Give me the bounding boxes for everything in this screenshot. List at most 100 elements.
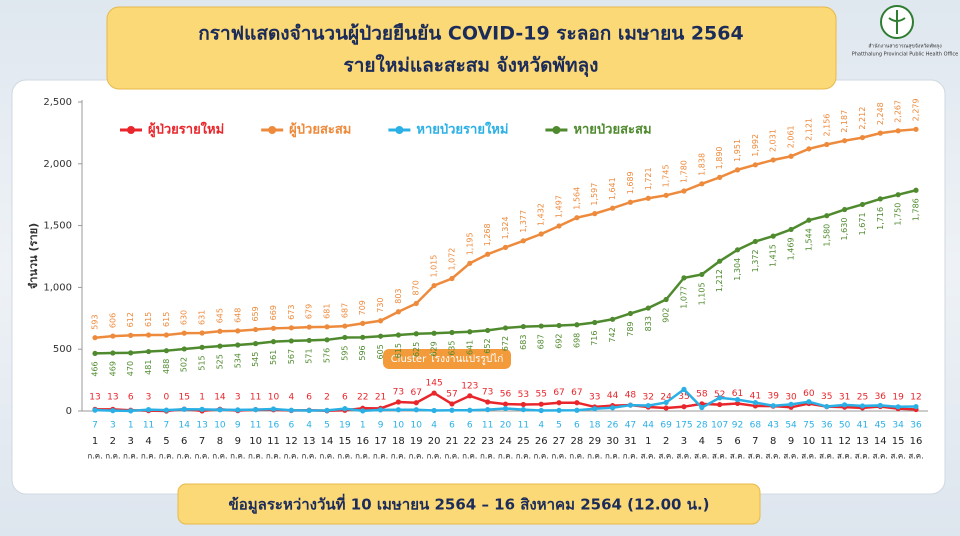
data-point [92, 350, 98, 357]
data-point [609, 205, 616, 211]
data-point [431, 330, 437, 336]
data-label: 669 [269, 305, 278, 320]
data-point [681, 275, 687, 281]
data-point [717, 258, 723, 264]
x-tick-label: 4 [145, 436, 151, 447]
data-point [842, 402, 848, 408]
data-label: 0 [164, 393, 170, 403]
x-tick-label: 23 [481, 436, 494, 447]
data-label: 13 [196, 421, 207, 431]
data-label: 41 [857, 421, 868, 431]
data-label: 48 [625, 391, 637, 401]
data-label: 534 [233, 353, 242, 368]
data-point [110, 408, 116, 414]
x-tick-month: ก.ค. [426, 452, 441, 461]
x-tick-label: 7 [752, 436, 758, 447]
x-tick-month: ก.ค. [319, 452, 334, 461]
data-label: 41 [750, 391, 761, 401]
data-point [467, 260, 473, 266]
data-point [681, 188, 687, 194]
data-label: 2,061 [787, 125, 796, 148]
x-tick-month: ก.ค. [355, 452, 370, 461]
data-label: 629 [430, 341, 439, 356]
data-point [752, 399, 758, 406]
y-tick-label: 2,500 [43, 97, 72, 108]
annotation-box [383, 349, 511, 369]
data-point [859, 201, 866, 208]
data-label: 14 [179, 421, 191, 431]
data-label: 4 [431, 421, 437, 431]
y-axis-label: จำนวน (ราย) [27, 223, 40, 289]
x-tick-month: ส.ค. [730, 452, 745, 461]
data-label: 107 [711, 421, 728, 431]
data-point [360, 320, 366, 326]
data-point [467, 329, 473, 335]
data-label: 32 [643, 393, 654, 403]
x-tick-label: 2 [663, 436, 669, 447]
data-label: 1,105 [697, 282, 706, 305]
data-label: 1,469 [787, 237, 796, 260]
data-label: 2,267 [894, 100, 903, 123]
data-point [520, 238, 526, 244]
x-tick-month: ก.ค. [391, 452, 406, 461]
data-label: 742 [608, 327, 617, 342]
data-label: 716 [590, 331, 599, 346]
data-point [342, 334, 348, 341]
data-label: 39 [767, 392, 779, 402]
data-label: 1,195 [465, 232, 474, 255]
x-tick-month: ก.ค. [194, 452, 209, 461]
data-label: 902 [662, 308, 671, 323]
data-point [92, 407, 98, 413]
data-label: 36 [875, 392, 887, 402]
data-label: 481 [144, 360, 153, 375]
data-label: 19 [339, 421, 351, 431]
data-label: 692 [555, 333, 564, 348]
data-point [145, 348, 152, 355]
data-point [734, 247, 741, 253]
data-label: 11 [250, 393, 261, 403]
data-point [538, 231, 544, 237]
data-point [734, 400, 741, 407]
data-label: 6 [342, 393, 348, 403]
data-label: 31 [839, 393, 850, 403]
data-label: 687 [340, 303, 349, 318]
x-tick-month: ก.ค. [516, 452, 531, 461]
data-label: 595 [340, 345, 349, 360]
data-label: 488 [162, 359, 171, 374]
data-point [645, 305, 651, 311]
data-point [324, 337, 330, 343]
data-label: 545 [251, 352, 260, 367]
data-label: 2,279 [912, 98, 921, 121]
data-label: 6 [128, 393, 134, 403]
x-tick-month: ส.ค. [712, 452, 727, 461]
data-label: 4 [288, 393, 294, 403]
data-point [520, 407, 526, 413]
data-label: 470 [126, 361, 135, 376]
data-point [360, 334, 366, 340]
data-label: 43 [767, 421, 778, 431]
data-point [556, 400, 562, 406]
data-label: 35 [678, 392, 689, 402]
data-label: 19 [892, 393, 904, 403]
x-tick-label: 8 [217, 436, 223, 447]
data-label: 69 [660, 421, 672, 431]
data-point [199, 344, 205, 350]
x-tick-label: 25 [517, 436, 530, 447]
data-point [449, 329, 455, 336]
x-tick-month: ส.ค. [837, 452, 852, 461]
data-point [663, 296, 669, 303]
data-point [92, 335, 98, 341]
data-label: 44 [643, 421, 655, 431]
data-point [502, 401, 509, 407]
data-label: 13 [89, 393, 100, 403]
data-point [449, 401, 455, 407]
x-tick-label: 1 [92, 436, 98, 447]
data-label: 1 [199, 393, 205, 403]
x-tick-label: 3 [681, 436, 687, 447]
data-point [752, 162, 758, 168]
data-point [413, 407, 419, 413]
annotation: Cluster โรงงานแปรรูปไก่ [391, 352, 504, 365]
data-point [288, 325, 294, 331]
data-label: 5 [556, 421, 562, 431]
data-label: 1,641 [608, 177, 617, 200]
